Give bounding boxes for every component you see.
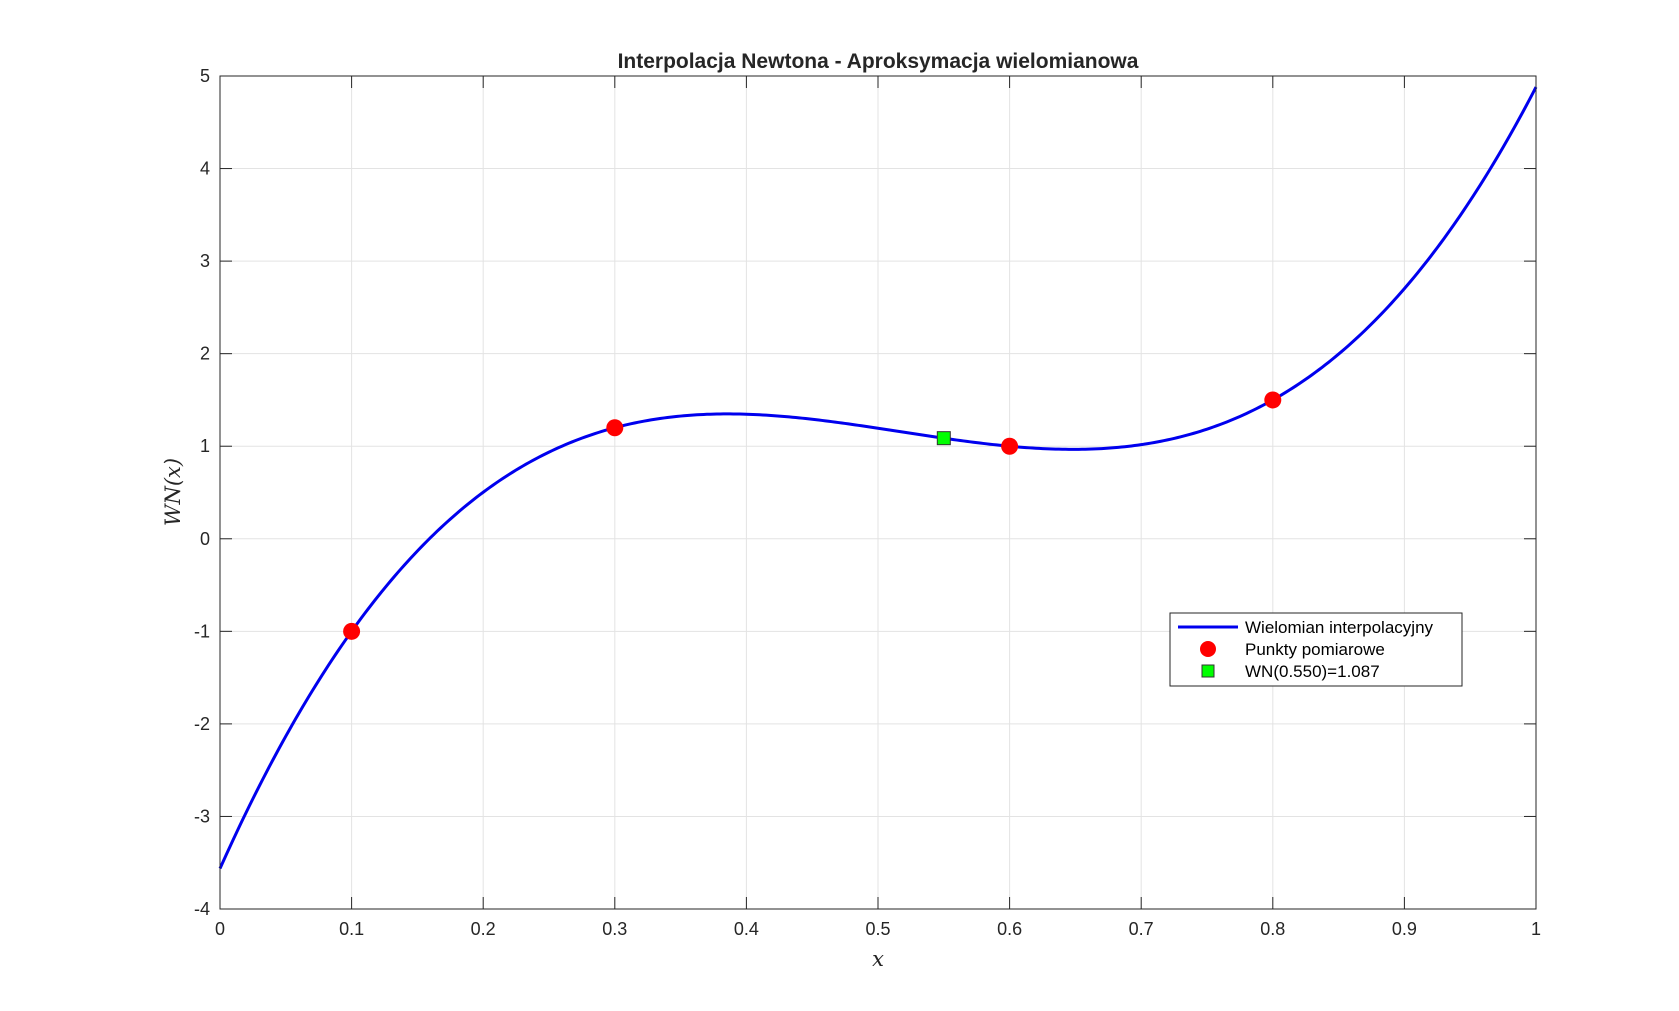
y-tick-label: -3 [194,806,210,826]
x-tick-label: 0 [215,919,225,939]
x-tick-label: 0.7 [1129,919,1154,939]
y-tick-label: 1 [200,436,210,456]
y-axis-label: WN(x) [161,458,185,526]
evaluated-point [936,431,951,446]
legend: Wielomian interpolacyjny Punkty pomiarow… [1169,612,1463,687]
x-tick-label: 0.8 [1260,919,1285,939]
y-tick-label: 0 [200,529,210,549]
measurement-point [343,622,361,640]
legend-circle-swatch [1200,641,1216,657]
legend-square-swatch [1201,664,1215,678]
series-layer [218,86,1538,870]
legend-entry-line: Wielomian interpolacyjny [1245,618,1434,637]
y-tick-label: -2 [194,714,210,734]
measurement-point [1001,437,1019,455]
x-axis-label: x [872,947,884,971]
y-tick-label: 3 [200,251,210,271]
measurement-point [1264,391,1282,409]
x-tick-label: 0.6 [997,919,1022,939]
x-tick-label: 0.9 [1392,919,1417,939]
y-tick-label: -1 [194,621,210,641]
measurement-point [606,419,624,437]
x-tick-label: 0.1 [339,919,364,939]
y-tick-label: 4 [200,159,210,179]
tick-labels: 0 0.1 0.2 0.3 0.4 0.5 0.6 0.7 0.8 0.9 1 -4 -3 -2 -1 0 1 2… [194,66,1541,939]
interpolation-curve [218,86,1538,870]
y-tick-label: 2 [200,344,210,364]
x-tick-label: 1 [1531,919,1541,939]
legend-entry-wn: WN(0.550)=1.087 [1245,662,1380,681]
x-tick-label: 0.4 [734,919,759,939]
y-tick-label: -4 [194,899,210,919]
x-tick-label: 0.2 [471,919,496,939]
y-tick-label: 5 [200,66,210,86]
x-tick-label: 0.3 [602,919,627,939]
legend-entry-points: Punkty pomiarowe [1245,640,1385,659]
plot-frame [219,75,1537,910]
legend-box [1169,612,1463,687]
chart-title: Interpolacja Newtona - Aproksymacja wiel… [618,50,1139,73]
x-tick-label: 0.5 [865,919,890,939]
